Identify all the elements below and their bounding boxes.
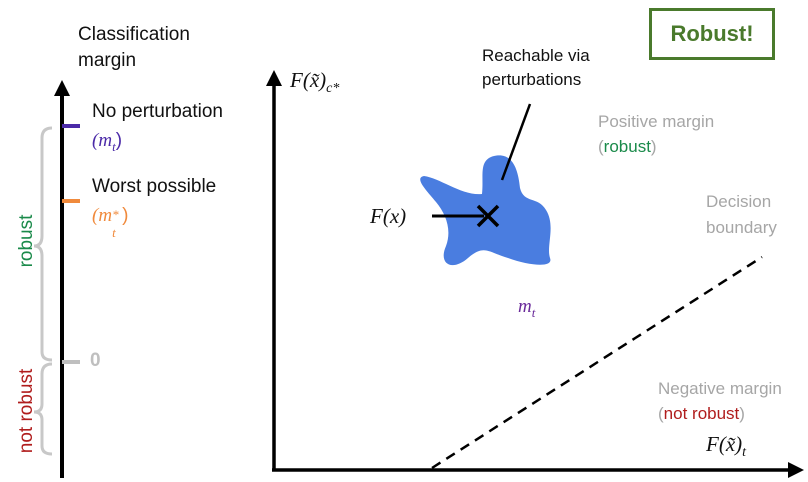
y-axis-label-sub: c*	[326, 81, 340, 97]
not-robust-bracket	[33, 362, 53, 456]
no-perturbation-label: No perturbation	[92, 101, 223, 122]
y-axis-label: F(x̃)c*	[290, 68, 339, 97]
negative-not-robust-word: not robust	[663, 404, 740, 423]
fx-label: F(x)	[370, 204, 407, 228]
positive-paren-open: (	[598, 137, 604, 156]
x-axis-label-sub: t	[742, 445, 747, 461]
mt-sub: t	[531, 304, 536, 320]
reachable-label-line2: perturbations	[482, 70, 582, 89]
plot-y-arrowhead	[266, 70, 282, 86]
not-robust-side-label: not robust	[16, 368, 37, 454]
margin-axis-arrowhead	[54, 80, 70, 96]
worst-paren-close: )	[122, 205, 129, 226]
worst-paren-open: (m	[92, 205, 113, 226]
positive-robust-word: robust	[603, 137, 651, 156]
negative-paren-close: )	[739, 404, 745, 423]
worst-sub: t	[112, 225, 116, 240]
x-axis-label: F(x̃)t	[706, 432, 746, 461]
margin-axis-title-line1: Classification	[78, 24, 190, 45]
mt-symbol: m	[518, 296, 532, 317]
worst-possible-label: Worst possible	[92, 176, 217, 197]
no-perturbation-sub: t	[112, 138, 116, 154]
y-axis-label-text: F(x̃)	[290, 68, 327, 92]
worst-sup: *	[112, 207, 119, 222]
reachable-pointer-line	[500, 103, 532, 181]
paren-open: (m	[92, 130, 113, 151]
no-perturbation-symbol: (mt)	[92, 130, 122, 155]
robust-bracket	[33, 126, 53, 362]
decision-boundary-line	[431, 255, 763, 470]
positive-margin-note: (robust)	[598, 137, 657, 157]
x-axis-label-text: F(x̃)	[706, 432, 743, 456]
negative-margin-label: Negative margin	[658, 379, 782, 398]
decision-label-line2: boundary	[706, 218, 777, 237]
robust-badge: Robust!	[649, 8, 775, 60]
fx-cross-b	[476, 204, 500, 228]
paren-close: )	[115, 130, 123, 151]
decision-label-line1: Decision	[706, 192, 772, 211]
reachable-label-line1: Reachable via	[482, 46, 590, 65]
robust-side-label: robust	[16, 214, 37, 268]
negative-margin-note: (not robust)	[658, 404, 745, 424]
zero-label: 0	[90, 350, 101, 371]
negative-paren-open: (	[658, 404, 664, 423]
positive-paren-close: )	[650, 137, 657, 156]
positive-margin-label: Positive margin	[598, 112, 715, 131]
reachable-region-blob	[420, 155, 551, 266]
mt-label: mt	[518, 296, 535, 321]
plot-x-arrowhead	[788, 462, 804, 478]
margin-axis-title-line2: margin	[78, 50, 137, 71]
worst-possible-symbol: (m * t)	[92, 205, 129, 240]
